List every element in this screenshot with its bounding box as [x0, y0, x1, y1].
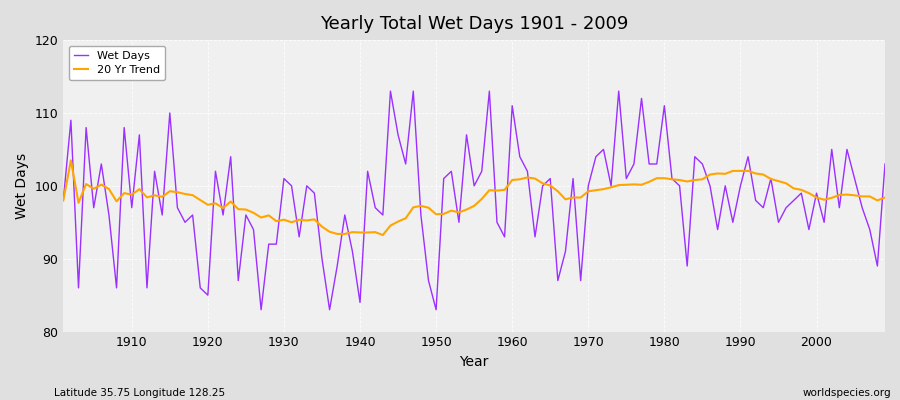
20 Yr Trend	[522, 175, 533, 180]
Wet Days	[385, 89, 396, 94]
Title: Yearly Total Wet Days 1901 - 2009: Yearly Total Wet Days 1901 - 2009	[320, 15, 628, 33]
Line: 20 Yr Trend: 20 Yr Trend	[63, 160, 885, 235]
Wet Days	[879, 162, 890, 166]
Wet Days	[522, 169, 533, 174]
Wet Days	[293, 234, 304, 239]
Wet Days	[256, 307, 266, 312]
Line: Wet Days: Wet Days	[63, 91, 885, 310]
20 Yr Trend	[293, 217, 304, 222]
Wet Days	[119, 125, 130, 130]
Y-axis label: Wet Days: Wet Days	[15, 153, 29, 219]
Wet Days	[515, 154, 526, 159]
20 Yr Trend	[339, 232, 350, 236]
Wet Days	[613, 89, 624, 94]
20 Yr Trend	[613, 183, 624, 188]
20 Yr Trend	[377, 233, 388, 238]
Wet Days	[339, 212, 350, 217]
20 Yr Trend	[879, 195, 890, 200]
Legend: Wet Days, 20 Yr Trend: Wet Days, 20 Yr Trend	[68, 46, 166, 80]
20 Yr Trend	[126, 192, 137, 197]
20 Yr Trend	[515, 177, 526, 182]
Text: Latitude 35.75 Longitude 128.25: Latitude 35.75 Longitude 128.25	[54, 388, 225, 398]
20 Yr Trend	[58, 198, 68, 203]
X-axis label: Year: Year	[460, 355, 489, 369]
Text: worldspecies.org: worldspecies.org	[803, 388, 891, 398]
20 Yr Trend	[66, 158, 77, 163]
Wet Days	[58, 198, 68, 203]
